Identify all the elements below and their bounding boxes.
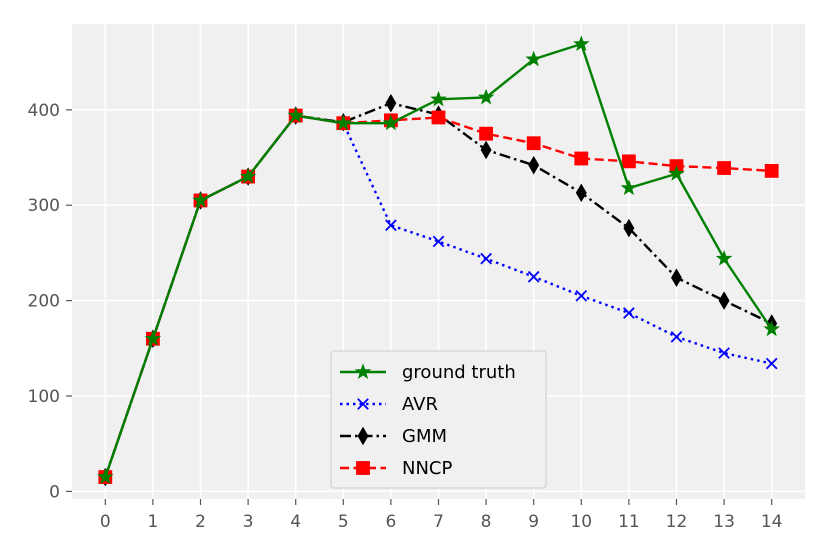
data-point-nncp [717, 161, 731, 175]
data-point-ground-truth [144, 330, 162, 346]
x-tick-label: 10 [570, 512, 592, 532]
grid [72, 24, 805, 499]
legend-entry-nncp: NNCP [340, 458, 452, 479]
data-point-nncp [764, 163, 779, 178]
x-tick-label: 6 [385, 512, 396, 532]
data-point-gmm [671, 268, 682, 288]
legend-label: NNCP [402, 458, 452, 479]
legend-entry-gmm: GMM [340, 426, 447, 447]
data-point-ground-truth [763, 320, 780, 337]
data-point-gmm [575, 183, 587, 203]
y-tick-label: 300 [28, 196, 60, 216]
data-point-ground-truth [525, 50, 542, 67]
data-point-avr [432, 235, 445, 248]
y-tick-label: 200 [28, 292, 60, 312]
data-point-nncp [479, 126, 493, 141]
data-point-ground-truth [477, 88, 495, 105]
legend-marker [356, 461, 370, 475]
series-line-avr [104, 114, 772, 478]
data-point-nncp [526, 136, 541, 151]
data-point-ground-truth [335, 114, 352, 131]
data-point-ground-truth [239, 167, 257, 184]
data-point-nncp [574, 151, 589, 166]
data-point-gmm [718, 291, 730, 310]
x-tick-label: 13 [713, 512, 735, 532]
x-tick-label: 9 [528, 512, 539, 532]
data-point-avr [765, 357, 778, 370]
data-point-avr [480, 252, 492, 265]
x-tick-label: 8 [481, 512, 492, 532]
x-tick-label: 5 [338, 512, 349, 532]
legend-box [330, 350, 547, 489]
data-point-ground-truth [573, 35, 590, 52]
data-point-avr [718, 347, 730, 359]
legend-label: AVR [402, 394, 438, 415]
y-tick-label: 400 [28, 101, 60, 121]
series-ground-truth [97, 35, 780, 485]
x-tick-label: 12 [666, 512, 688, 532]
data-point-gmm [480, 140, 492, 160]
legend: ground truth AVR GMM NNCP [330, 350, 547, 489]
y-tick-label: 0 [49, 482, 60, 502]
data-point-ground-truth [668, 165, 685, 181]
x-tick-label: 0 [100, 512, 111, 532]
x-tick-label: 14 [761, 512, 783, 532]
legend-label: GMM [402, 426, 447, 447]
x-tick-label: 2 [195, 512, 206, 532]
data-point-avr [575, 290, 588, 302]
legend-marker [357, 398, 369, 410]
data-point-ground-truth [430, 90, 447, 107]
data-point-gmm [385, 93, 397, 113]
data-point-avr [385, 219, 397, 232]
x-tick-label: 1 [148, 512, 159, 532]
data-point-ground-truth [287, 106, 304, 123]
y-tick-label: 100 [28, 387, 60, 407]
legend-entry-ground-truth: ground truth [340, 362, 516, 383]
x-tick-label: 11 [618, 512, 640, 532]
data-point-gmm [528, 155, 540, 175]
data-point-ground-truth [97, 468, 114, 485]
x-tick-label: 3 [243, 512, 254, 532]
data-point-ground-truth [620, 179, 638, 196]
data-point-ground-truth [192, 191, 209, 208]
x-tick-label: 4 [290, 512, 301, 532]
data-point-avr [623, 307, 635, 319]
data-point-avr [527, 270, 540, 283]
legend-marker [357, 426, 369, 446]
legend-marker [354, 363, 372, 380]
data-point-nncp [621, 154, 636, 169]
legend-entry-avr: AVR [340, 394, 438, 415]
data-point-avr [670, 331, 683, 343]
data-point-ground-truth [715, 249, 733, 266]
data-point-gmm [623, 218, 635, 238]
series-layer [97, 35, 780, 487]
data-point-nncp [431, 110, 446, 125]
data-point-ground-truth [382, 114, 400, 131]
legend-label: ground truth [402, 362, 516, 383]
x-tick-label: 7 [433, 512, 444, 532]
